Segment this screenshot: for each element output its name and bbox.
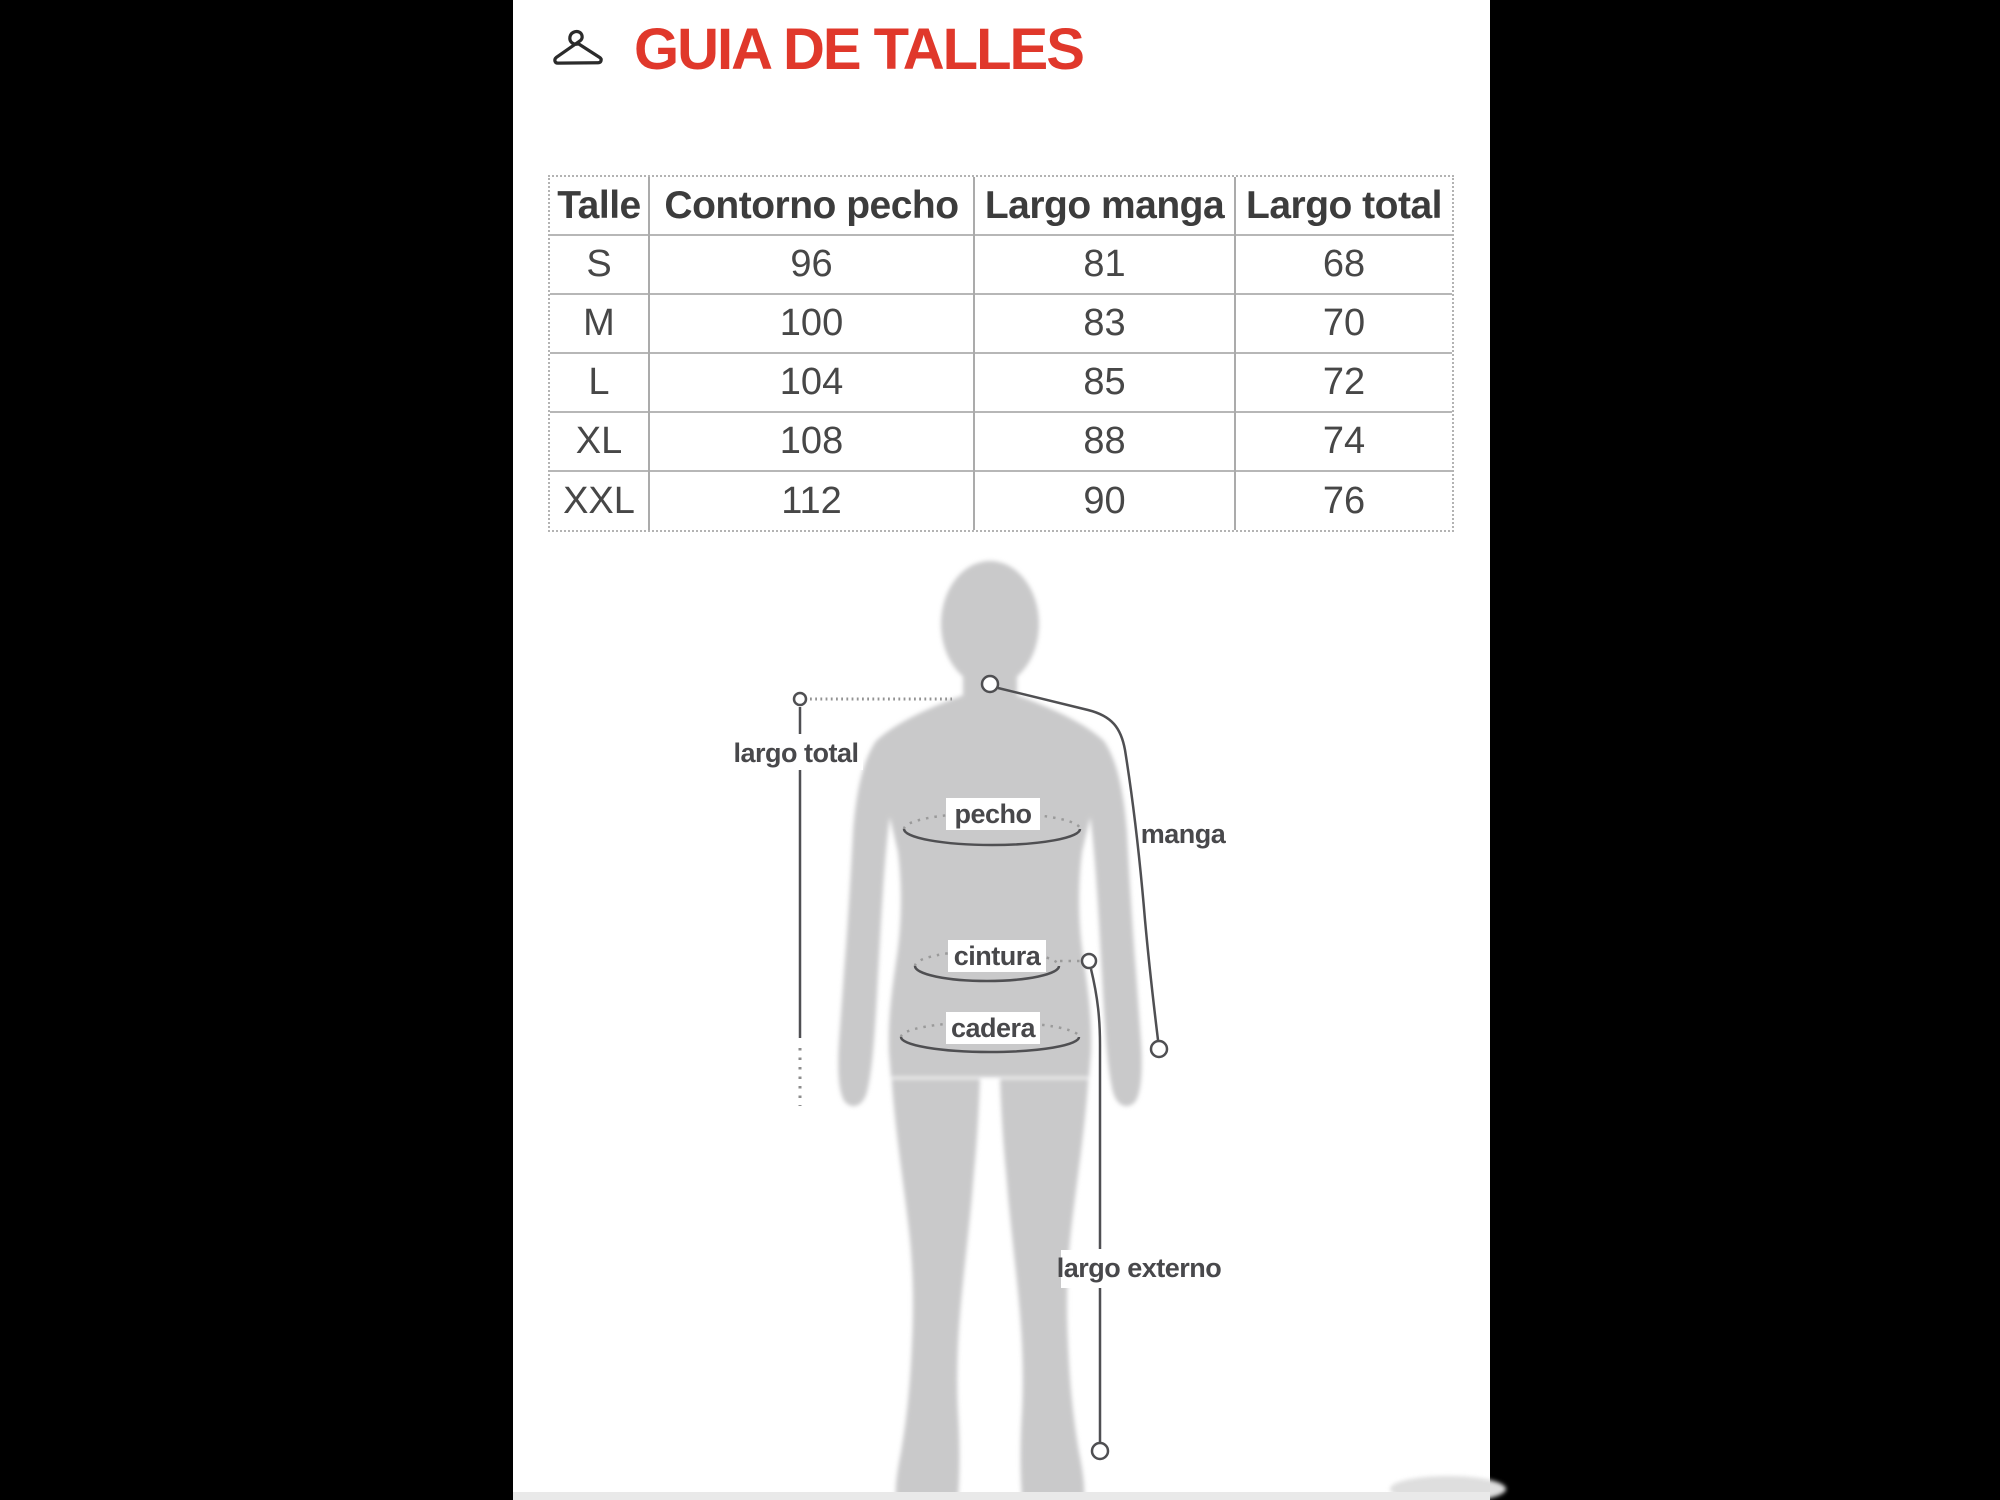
table-header-row: Talle Contorno pecho Largo manga Largo t… <box>550 177 1452 235</box>
size-cell: XXL <box>550 470 649 530</box>
size-table: Talle Contorno pecho Largo manga Largo t… <box>550 177 1452 530</box>
size-cell: L <box>550 352 649 412</box>
measurement-cell: 90 <box>973 470 1235 530</box>
col-header-largo-total: Largo total <box>1234 177 1452 235</box>
size-cell: M <box>550 293 649 353</box>
measurement-cell: 104 <box>648 352 974 412</box>
measurement-cell: 85 <box>973 352 1235 412</box>
size-table-body: S 96 81 68 M 100 83 70 L 104 85 72 XL 108 88 74 XXL 112 90… <box>550 234 1452 530</box>
table-row: M 100 83 70 <box>550 293 1452 353</box>
measurement-cell: 100 <box>648 293 974 353</box>
col-header-talle: Talle <box>557 183 641 227</box>
table-row: S 96 81 68 <box>550 234 1452 294</box>
size-cell: XL <box>550 411 649 471</box>
measurement-cell: 112 <box>648 470 974 530</box>
measurement-cell: 72 <box>1234 352 1452 412</box>
hanger-icon <box>549 24 607 70</box>
measurement-cell: 81 <box>973 234 1235 294</box>
col-header-contorno-pecho: Contorno pecho <box>648 177 974 235</box>
measurement-cell: 88 <box>973 411 1235 471</box>
measurement-cell: 96 <box>648 234 974 294</box>
measurement-cell: 68 <box>1234 234 1452 294</box>
size-cell: S <box>550 234 649 294</box>
measurement-cell: 74 <box>1234 411 1452 471</box>
table-row: L 104 85 72 <box>550 352 1452 412</box>
col-header-largo-manga: Largo manga <box>973 177 1235 235</box>
measurement-cell: 76 <box>1234 470 1452 530</box>
table-row: XL 108 88 74 <box>550 411 1452 471</box>
size-table-wrap: Talle Contorno pecho Largo manga Largo t… <box>548 175 1454 532</box>
measurement-cell: 108 <box>648 411 974 471</box>
table-row: XXL 112 90 76 <box>550 470 1452 530</box>
bottom-strip <box>513 1492 1490 1500</box>
measurement-cell: 70 <box>1234 293 1452 353</box>
measurement-cell: 83 <box>973 293 1235 353</box>
page-title: GUIA DE TALLES <box>634 17 1085 82</box>
